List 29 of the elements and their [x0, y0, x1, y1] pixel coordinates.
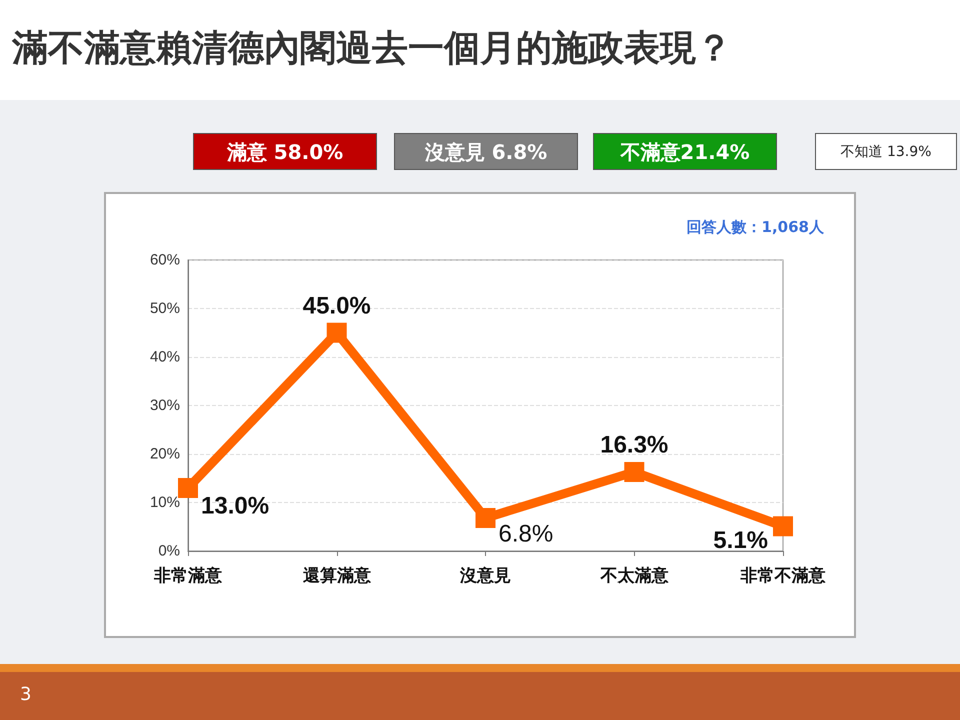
y-tick-label: 30% [150, 397, 180, 414]
point [624, 462, 644, 482]
text: 不知道 13.9% [815, 133, 957, 170]
chart-title: 滿不滿意賴清德內閣過去一個月的施政表現？ [12, 27, 732, 71]
text: 3 [20, 684, 32, 705]
point [178, 478, 198, 498]
x-tick-label: 不太滿意 [599, 566, 670, 585]
x-tick-label: 非常滿意 [153, 566, 223, 585]
data-label: 6.8% [498, 520, 554, 548]
data-label: 45.0% [302, 292, 371, 320]
text: 沒意見 6.8% [394, 133, 578, 170]
y-tick-label: 20% [150, 446, 180, 462]
y-tick-label: 0% [158, 542, 180, 560]
y-tick-label: 10% [150, 494, 180, 511]
point [326, 322, 347, 343]
x-tick-label: 非常不滿意 [740, 566, 826, 585]
data-label: 13.0% [201, 492, 270, 520]
y-tick-label: 60% [150, 252, 180, 268]
point [773, 516, 793, 536]
data-label: 5.1% [713, 526, 768, 554]
x-tick-label: 沒意見 [459, 566, 511, 585]
point [476, 508, 496, 528]
x-tick-label: 還算滿意 [302, 566, 372, 585]
data-label: 16.3% [600, 431, 668, 458]
y-tick-label: 50% [150, 300, 180, 317]
text: 滿意 58.0% [193, 133, 377, 170]
text: 回答人數：1,068人 [686, 218, 824, 237]
text: 不滿意21.4% [593, 133, 777, 170]
y-tick-label: 40% [150, 348, 180, 366]
